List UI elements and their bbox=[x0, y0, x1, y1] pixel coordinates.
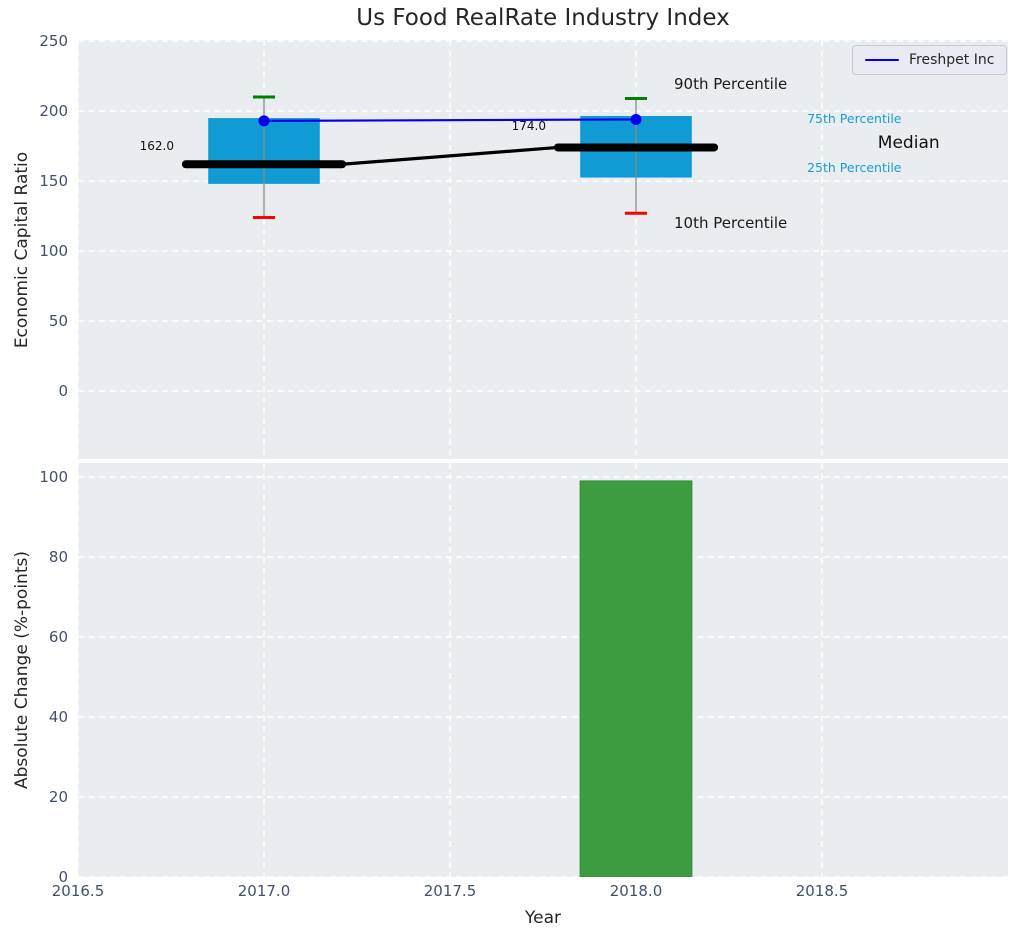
freshpet-inc-line bbox=[263, 118, 637, 122]
legend-label: Freshpet Inc bbox=[909, 52, 995, 68]
legend: Freshpet Inc bbox=[852, 45, 1008, 75]
annotation-174-0: 174.0 bbox=[511, 119, 546, 134]
y-tick-label-top: 250 bbox=[39, 32, 68, 51]
y-tick-label-bottom: 0 bbox=[58, 868, 68, 886]
annotation-median: Median bbox=[877, 132, 940, 153]
freshpet-inc-marker-2018 bbox=[630, 113, 642, 125]
axes-bottom bbox=[78, 463, 1008, 877]
y-tick-label-top: 0 bbox=[58, 382, 68, 401]
freshpet-inc-marker-2017 bbox=[258, 115, 270, 127]
annotation-10th-percentile: 10th Percentile bbox=[674, 213, 788, 232]
x-tick-label: 2017.5 bbox=[423, 882, 477, 900]
legend-line-swatch bbox=[865, 58, 899, 62]
y-tick-label-bottom: 40 bbox=[48, 708, 68, 726]
y-tick-label-top: 200 bbox=[39, 102, 68, 121]
y-tick-label-bottom: 80 bbox=[48, 548, 68, 566]
x-tick-label: 2016.5 bbox=[51, 882, 105, 900]
axes-top bbox=[78, 40, 1008, 459]
annotation-25th-percentile: 25th Percentile bbox=[807, 159, 902, 175]
x-tick-label: 2018.5 bbox=[795, 882, 849, 900]
annotation-90th-percentile: 90th Percentile bbox=[674, 74, 788, 93]
y-tick-label-bottom: 60 bbox=[48, 628, 68, 646]
x-tick-label: 2018.0 bbox=[609, 882, 663, 900]
y-tick-label-top: 50 bbox=[48, 312, 68, 331]
change-bar-2018 bbox=[579, 480, 693, 877]
y-tick-label-bottom: 20 bbox=[48, 788, 68, 806]
annotation-162-0: 162.0 bbox=[139, 138, 174, 153]
y-tick-label-top: 100 bbox=[39, 242, 68, 261]
x-tick-label: 2017.0 bbox=[237, 882, 291, 900]
y-tick-label-top: 150 bbox=[39, 172, 68, 191]
annotation-75th-percentile: 75th Percentile bbox=[807, 111, 902, 127]
x-axis-label: Year bbox=[525, 908, 561, 928]
y-axis-label-bottom: Absolute Change (%-points) bbox=[12, 551, 32, 789]
chart-title: Us Food RealRate Industry Index bbox=[356, 5, 730, 31]
y-tick-label-bottom: 100 bbox=[39, 468, 68, 486]
